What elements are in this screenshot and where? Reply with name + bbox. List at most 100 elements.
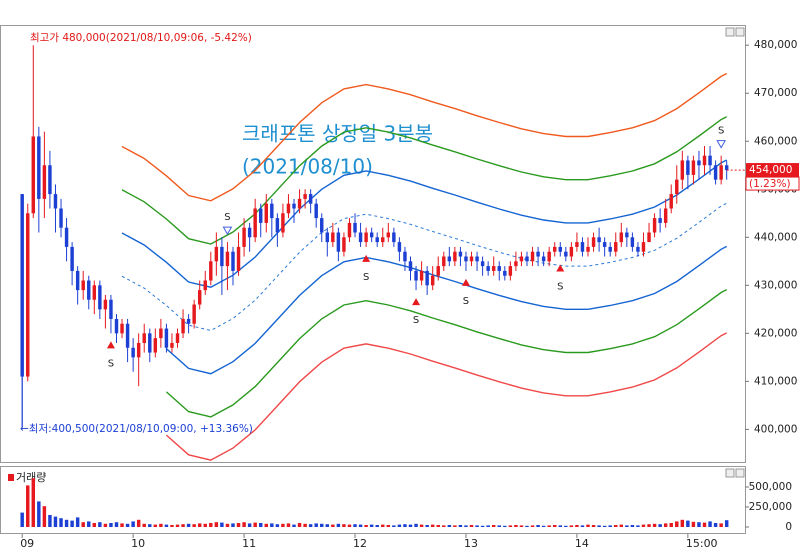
candle-body: [719, 165, 723, 180]
x-tick-label: 14: [575, 537, 589, 550]
volume-bar: [663, 523, 668, 527]
candle-body: [536, 251, 540, 257]
candle-body: [597, 237, 601, 243]
candle-body: [70, 246, 74, 271]
candle-body: [708, 155, 712, 166]
candle-body: [148, 333, 152, 353]
volume-bar: [70, 520, 74, 527]
volume-bar: [508, 525, 513, 527]
volume-bar: [386, 525, 391, 527]
candle-body: [636, 246, 640, 252]
band-line: [121, 116, 728, 245]
signal-label: S: [463, 296, 469, 307]
candle-body: [553, 246, 557, 252]
candle-body: [197, 290, 202, 305]
candle-body: [397, 242, 402, 252]
volume-bar: [214, 522, 219, 527]
volume-bar: [375, 525, 379, 527]
volume-bar: [403, 524, 407, 527]
candle-body: [336, 232, 341, 252]
candle-body: [103, 299, 108, 310]
candle-body: [386, 232, 391, 238]
candle-body: [381, 237, 385, 243]
volume-bar: [159, 523, 163, 527]
volume-bar: [419, 524, 424, 527]
panel-button[interactable]: [735, 27, 745, 37]
candle-body: [308, 194, 313, 204]
volume-bar: [37, 501, 41, 527]
volume-bar: [314, 523, 318, 527]
volume-bar: [453, 525, 457, 527]
volume-bar: [175, 524, 180, 527]
candle-body: [697, 160, 701, 166]
chart-title: 크래프톤 상장일 3분봉: [242, 122, 433, 146]
candle-body: [75, 270, 80, 291]
y-tick-label: 430,000: [754, 279, 797, 291]
candle-body: [369, 232, 374, 238]
volume-bar: [170, 525, 174, 527]
volume-bar: [336, 523, 341, 527]
candle-body: [680, 160, 685, 180]
volume-bar: [325, 524, 330, 527]
candle-body: [392, 232, 396, 243]
band-line: [165, 245, 728, 375]
buy-signal: [556, 264, 565, 272]
volume-bar: [48, 515, 52, 527]
candle-body: [81, 280, 85, 291]
volume-bar: [203, 523, 207, 527]
volume-bar: [425, 525, 429, 527]
signal-label: S: [224, 212, 230, 223]
volume-bar: [236, 523, 241, 527]
candle-body: [619, 232, 624, 243]
candle-body: [292, 203, 296, 209]
candle-body: [209, 261, 213, 281]
volume-bar: [547, 525, 551, 527]
candle-body: [31, 136, 36, 214]
volume-bar: [26, 485, 30, 527]
candle-body: [186, 318, 191, 324]
candle-body: [314, 203, 318, 219]
volume-bar: [719, 523, 723, 527]
volume-bar: [31, 478, 36, 527]
low-annotation: ←최저:400,500(2021/08/10,09:00, +13.36%): [20, 423, 253, 435]
candle-body: [59, 208, 63, 228]
volume-bar: [364, 525, 368, 527]
candle-body: [98, 285, 102, 310]
panel-button[interactable]: [725, 27, 735, 37]
volume-bar: [270, 523, 274, 527]
volume-bar: [558, 525, 562, 527]
volume-bar: [569, 525, 574, 527]
panel-button[interactable]: [735, 468, 745, 478]
volume-bar: [458, 525, 463, 527]
volume-bar: [303, 523, 307, 527]
candle-body: [702, 155, 707, 166]
volume-bar: [392, 525, 396, 527]
volume-bar: [353, 524, 357, 527]
volume-bar: [109, 523, 113, 527]
candle-body: [48, 165, 52, 195]
candle-body: [669, 194, 673, 209]
candle-body: [480, 261, 485, 267]
candle-body: [558, 246, 562, 252]
volume-bar: [724, 520, 729, 527]
candle-body: [625, 232, 629, 238]
x-tick-label: 13: [464, 537, 478, 550]
volume-bar: [564, 525, 568, 527]
volume-bar: [686, 520, 690, 527]
volume-bar: [602, 525, 607, 527]
band-line: [121, 202, 727, 332]
panel-button[interactable]: [725, 468, 735, 478]
candle-body: [153, 338, 158, 353]
candle-body: [347, 222, 352, 238]
candle-body: [591, 237, 596, 247]
x-tick-label: 09: [20, 537, 34, 550]
volume-bar: [181, 524, 185, 527]
candle-body: [442, 256, 446, 267]
candle-body: [530, 251, 535, 262]
candle-body: [691, 160, 696, 175]
volume-bar: [469, 525, 474, 527]
candle-body: [586, 246, 590, 252]
volume-bar: [92, 523, 97, 527]
volume-bar: [281, 523, 285, 527]
band-line: [121, 159, 728, 288]
